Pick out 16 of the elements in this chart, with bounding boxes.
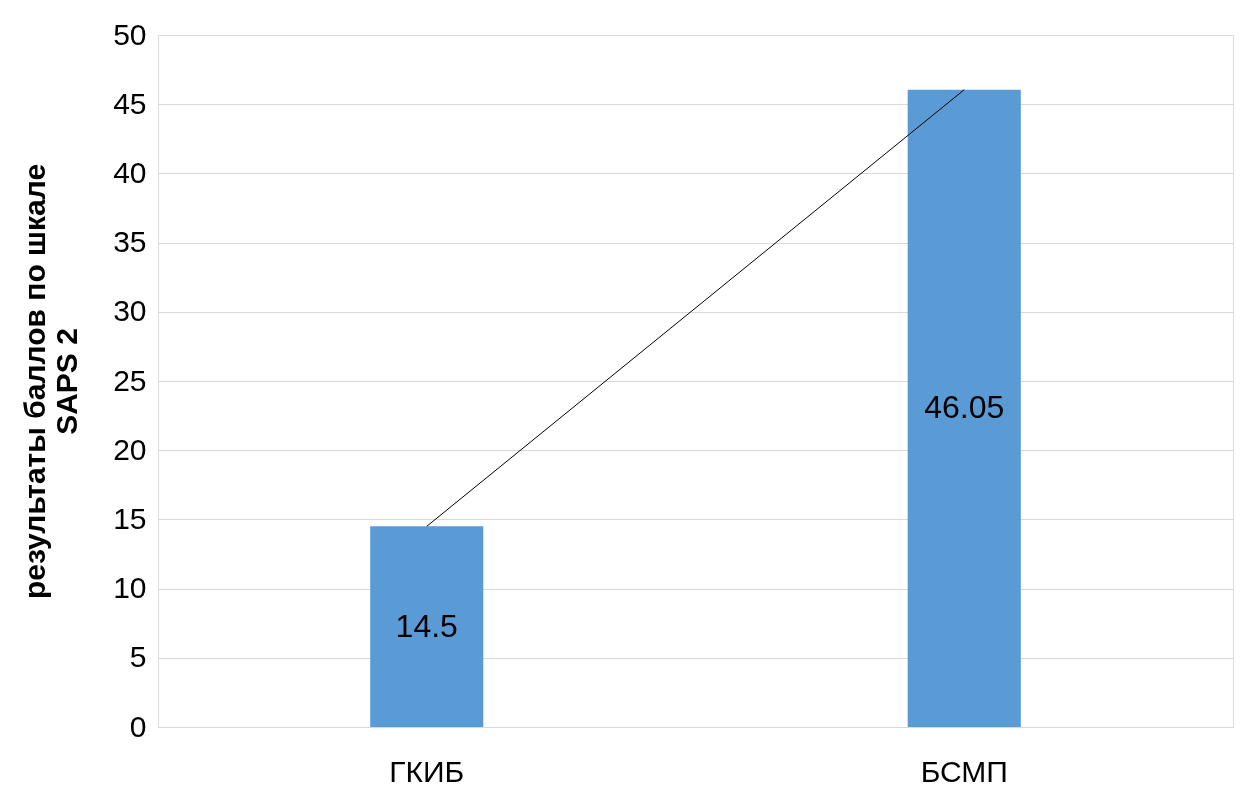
data-label: 14.5 <box>395 607 458 644</box>
x-tick-label: БСМП <box>920 754 1008 788</box>
y-tick-label: 0 <box>129 709 147 743</box>
y-tick-label: 35 <box>113 225 147 259</box>
y-tick-label: 25 <box>113 363 147 397</box>
y-tick-label: 45 <box>113 86 147 120</box>
y-tick-label: 15 <box>113 501 147 535</box>
y-tick-label: 20 <box>113 432 147 466</box>
data-label: 46.05 <box>924 389 1005 426</box>
x-tick-label: ГКИБ <box>389 754 465 788</box>
y-tick-label: 30 <box>113 294 147 328</box>
y-tick-label: 5 <box>129 640 147 674</box>
y-tick-label: 40 <box>113 155 147 189</box>
y-axis-title: результаты баллов по шкале SAPS 2 <box>18 163 84 600</box>
y-tick-label: 50 <box>113 17 147 51</box>
y-tick-label: 10 <box>113 571 147 605</box>
